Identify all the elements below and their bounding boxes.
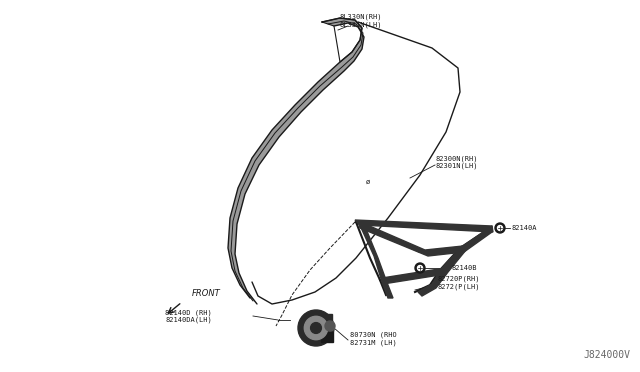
Text: FRONT: FRONT: [192, 289, 221, 298]
Polygon shape: [358, 221, 492, 256]
Circle shape: [417, 266, 422, 270]
Text: 82140B: 82140B: [452, 265, 477, 271]
Circle shape: [415, 263, 425, 273]
Text: 80730N (RHO
82731M (LH): 80730N (RHO 82731M (LH): [350, 332, 397, 346]
Text: J824000V: J824000V: [583, 350, 630, 360]
Text: 8L330N(RH)
8L331N(LH): 8L330N(RH) 8L331N(LH): [340, 14, 383, 28]
Bar: [321, 332, 333, 342]
Bar: [304, 314, 332, 336]
Text: 82140D (RH)
82140DA(LH): 82140D (RH) 82140DA(LH): [165, 309, 212, 323]
Circle shape: [310, 323, 321, 333]
Text: 82300N(RH)
82301N(LH): 82300N(RH) 82301N(LH): [436, 155, 479, 169]
Polygon shape: [382, 268, 446, 284]
Polygon shape: [355, 220, 493, 232]
Polygon shape: [228, 18, 364, 304]
Circle shape: [325, 321, 335, 331]
Text: 82140A: 82140A: [512, 225, 538, 231]
Circle shape: [497, 225, 502, 231]
Circle shape: [304, 316, 328, 340]
Polygon shape: [418, 246, 466, 296]
Polygon shape: [358, 221, 393, 298]
Text: 82720P(RH)
8272(P(LH): 82720P(RH) 8272(P(LH): [437, 276, 479, 290]
Circle shape: [495, 223, 505, 233]
Text: ø: ø: [366, 179, 370, 185]
Circle shape: [298, 310, 334, 346]
